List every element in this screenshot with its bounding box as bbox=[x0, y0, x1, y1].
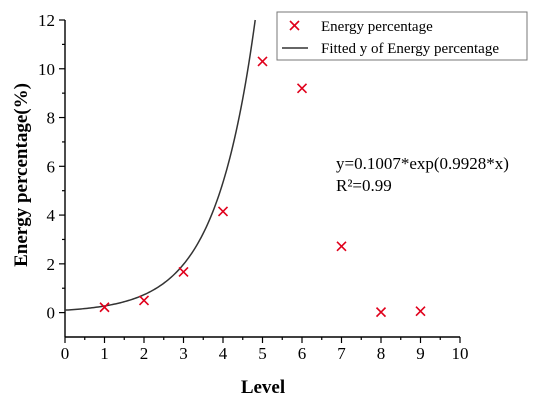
data-point bbox=[138, 295, 150, 306]
x-tick-label: 9 bbox=[416, 344, 425, 363]
data-point-stroke bbox=[217, 206, 229, 217]
data-point-stroke bbox=[138, 295, 150, 306]
data-point bbox=[257, 56, 268, 67]
x-tick-label: 8 bbox=[377, 344, 386, 363]
data-point-stroke bbox=[415, 306, 426, 317]
fit-layer bbox=[64, 19, 256, 311]
fit-r-squared: R²=0.99 bbox=[336, 176, 392, 195]
y-tick-label: 4 bbox=[47, 206, 56, 225]
y-tick-label: 6 bbox=[47, 157, 56, 176]
data-point bbox=[296, 83, 308, 94]
y-tick-label: 0 bbox=[47, 304, 56, 323]
fit-equation: y=0.1007*exp(0.9928*x) bbox=[336, 154, 509, 173]
y-axis-title: Energy percentage(%) bbox=[11, 83, 32, 267]
legend: Energy percentage Fitted y of Energy per… bbox=[276, 11, 528, 61]
data-point bbox=[99, 302, 110, 313]
fit-annotation: y=0.1007*exp(0.9928*x) R²=0.99 bbox=[336, 154, 509, 195]
data-point bbox=[415, 306, 426, 317]
y-tick-label: 2 bbox=[47, 255, 56, 274]
y-tick-label: 12 bbox=[38, 11, 55, 30]
data-point bbox=[217, 206, 229, 217]
x-tick-label: 3 bbox=[179, 344, 188, 363]
x-tick-label: 10 bbox=[452, 344, 469, 363]
x-tick-label: 6 bbox=[298, 344, 307, 363]
x-axis-title: Level bbox=[241, 377, 285, 398]
data-point-stroke bbox=[336, 241, 347, 252]
x-tick-label: 7 bbox=[337, 344, 346, 363]
data-point bbox=[336, 241, 347, 252]
x-tick-label: 5 bbox=[258, 344, 267, 363]
data-point-stroke bbox=[178, 266, 189, 277]
points bbox=[99, 56, 426, 318]
y-tick-label: 10 bbox=[38, 60, 55, 79]
data-point-stroke bbox=[257, 56, 268, 67]
data-point bbox=[178, 266, 189, 277]
data-point bbox=[375, 307, 387, 318]
data-point-stroke bbox=[99, 302, 110, 313]
legend-label-scatter: Energy percentage bbox=[321, 19, 433, 35]
fitted-curve bbox=[64, 19, 256, 311]
legend-marker-x bbox=[289, 20, 300, 31]
x-tick-label: 2 bbox=[140, 344, 149, 363]
legend-box bbox=[276, 11, 528, 61]
data-point-stroke bbox=[375, 307, 387, 318]
legend-label-fit: Fitted y of Energy percentage bbox=[321, 41, 499, 57]
axes bbox=[64, 20, 460, 338]
y-tick-label: 8 bbox=[47, 109, 56, 128]
data-point-stroke bbox=[296, 83, 308, 94]
x-tick-label: 4 bbox=[219, 344, 228, 363]
x-tick-label: 1 bbox=[100, 344, 109, 363]
x-tick-label: 0 bbox=[61, 344, 70, 363]
